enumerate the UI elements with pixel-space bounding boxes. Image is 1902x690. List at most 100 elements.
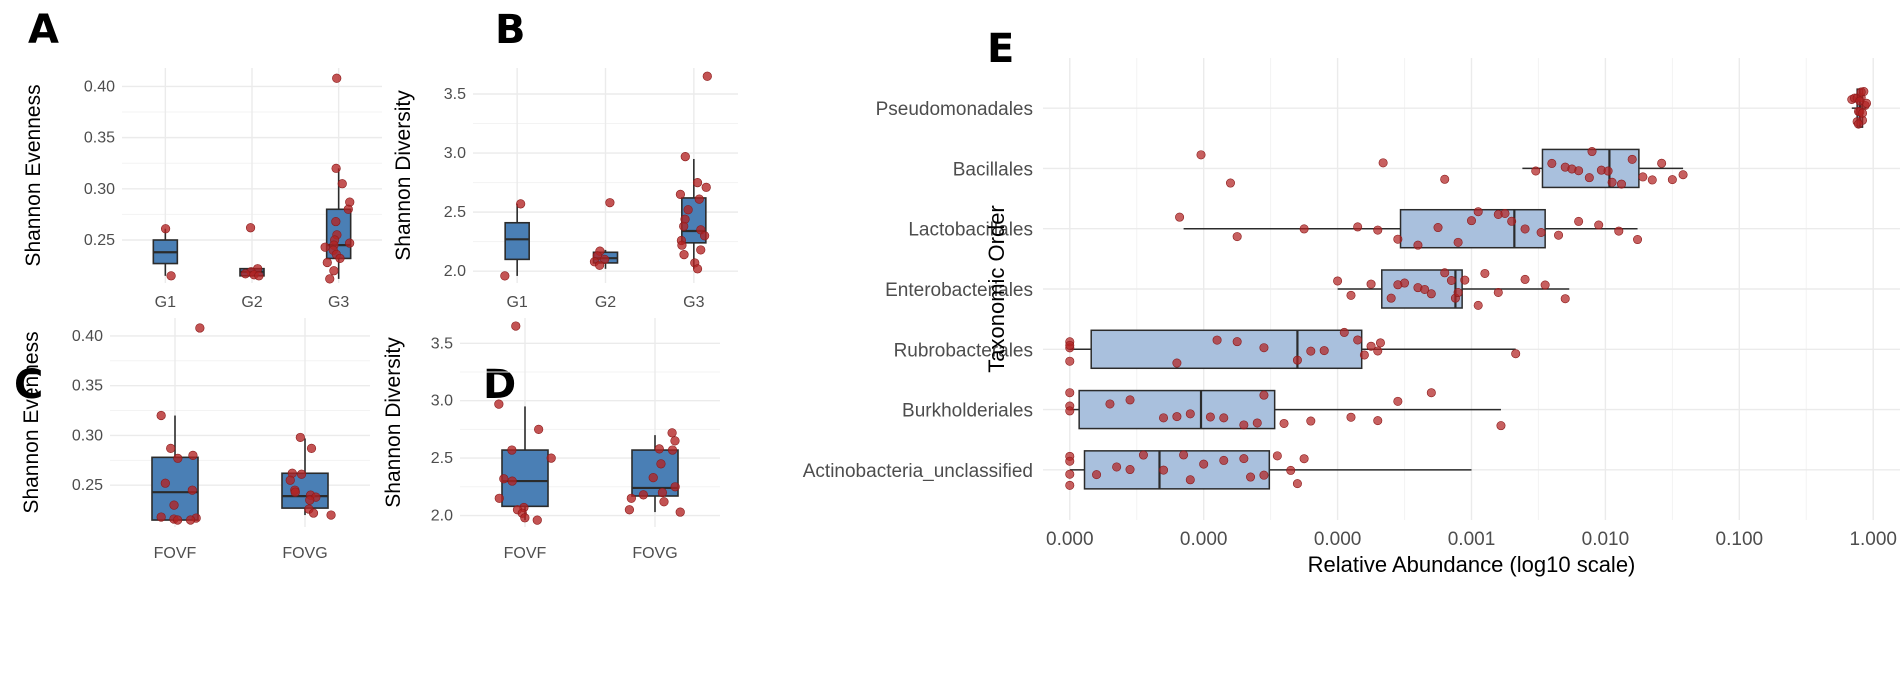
chart-a-ytick-label: 0.35 — [84, 130, 115, 147]
chart-a-data-point — [337, 179, 347, 189]
chart-d-data-point — [494, 399, 504, 409]
chart-b-data-point — [680, 151, 690, 162]
chart-d-ytick-label: 3.0 — [431, 393, 453, 410]
panel-label-e: E — [987, 26, 1014, 72]
chart-e-data-point — [1420, 284, 1430, 294]
chart-e-data-point — [1657, 158, 1667, 168]
chart-d-ylabel: Shannon Diversity — [382, 337, 405, 508]
chart-e-data-point — [1239, 454, 1249, 464]
chart-e-data-point — [1205, 412, 1215, 422]
chart-a-data-point — [329, 266, 339, 276]
chart-e-data-point — [1366, 279, 1376, 289]
chart-e-data-point — [1272, 451, 1282, 461]
chart-d-data-point — [520, 513, 530, 523]
chart-a-data-point — [345, 238, 355, 248]
chart-b-data-point — [605, 198, 615, 208]
chart-e-data-point — [1346, 290, 1356, 300]
chart-b-ytick-label: 2.0 — [444, 263, 466, 280]
chart-e-data-point — [1339, 327, 1349, 337]
chart-e-data-point — [1440, 268, 1450, 278]
chart-d-xtick-label: FOVF — [504, 545, 547, 562]
chart-d-data-point — [670, 436, 680, 446]
chart-a-ytick-label: 0.30 — [84, 181, 115, 198]
chart-e-xtick-label: 0.000 — [1314, 529, 1362, 550]
panel-label-c: C — [14, 362, 43, 408]
chart-d-data-point — [499, 474, 509, 484]
chart-e-ylabel: Taxonomic Order — [984, 205, 1009, 373]
chart-c-data-point — [188, 450, 198, 460]
chart-e-box — [1090, 329, 1363, 370]
chart-e-data-point — [1560, 294, 1570, 304]
chart-c-data-point — [296, 469, 307, 479]
chart-e-data-point — [1540, 280, 1550, 290]
chart-d-data-point — [656, 459, 666, 469]
chart-a-data-point — [245, 223, 256, 233]
chart-c-data-point — [169, 500, 179, 510]
chart-e-xtick-label: 0.010 — [1582, 529, 1630, 550]
chart-e-data-point — [1292, 355, 1302, 365]
chart-b-data-point — [677, 240, 687, 250]
chart-e-data-point — [1252, 418, 1262, 428]
chart-e-data-point — [1855, 96, 1865, 106]
chart-d-data-point — [507, 476, 517, 486]
chart-e-data-point — [1473, 207, 1483, 217]
chart-d-data-point — [667, 445, 678, 455]
chart-b-data-point — [696, 245, 706, 255]
chart-d-data-point — [624, 505, 635, 515]
chart-e-data-point — [1259, 390, 1269, 400]
chart-e-data-point — [1393, 280, 1403, 290]
chart-e-data-point — [1567, 164, 1577, 174]
chart-e-data-point — [1678, 170, 1688, 180]
chart-e-data-point — [1306, 416, 1316, 426]
chart-e-xtick-label: 0.001 — [1448, 529, 1496, 550]
chart-e-data-point — [1440, 174, 1450, 184]
chart-e-data-point — [1511, 349, 1521, 359]
chart-c-data-point — [187, 485, 197, 495]
chart-e-data-point — [1306, 346, 1316, 356]
chart-e-data-point — [1378, 158, 1388, 168]
chart-c-data-point — [295, 432, 305, 443]
chart-c-data-point — [160, 478, 170, 488]
chart-e-data-point — [1614, 226, 1624, 236]
chart-d-data-point — [638, 490, 648, 500]
chart-a-data-point — [320, 242, 330, 252]
chart-a-data-point — [254, 271, 264, 281]
chart-e-category-label: Rubrobacterales — [894, 340, 1033, 361]
chart-d-ytick-label: 3.5 — [431, 335, 453, 352]
chart-e-category-label: Pseudomonadales — [876, 99, 1033, 120]
chart-e-data-point — [1507, 216, 1517, 226]
chart-b-data-point — [516, 199, 526, 209]
chart-e-data-point — [1460, 275, 1470, 285]
chart-e-data-point — [1246, 472, 1256, 482]
chart-c-data-point — [308, 508, 319, 518]
chart-e-data-point — [1587, 147, 1597, 157]
chart-e-data-point — [1232, 337, 1242, 347]
chart-e-data-point — [1092, 470, 1102, 480]
chart-e-data-point — [1373, 225, 1383, 235]
chart-a-data-point — [343, 204, 353, 214]
chart-e-data-point — [1638, 172, 1648, 182]
chart-b-ytick-label: 3.0 — [444, 145, 466, 162]
chart-e-data-point — [1259, 470, 1269, 480]
chart-e-category-label: Enterobacteriales — [885, 280, 1033, 301]
chart-e-data-point — [1175, 212, 1185, 222]
chart-e-xtick-label: 0.000 — [1180, 529, 1228, 550]
chart-e-data-point — [1185, 409, 1195, 419]
chart-b-data-point — [600, 254, 610, 264]
chart-e-data-point — [1574, 216, 1584, 226]
chart-b-ylabel: Shannon Diversity — [392, 90, 415, 261]
chart-e-category-label: Actinobacteria_unclassified — [803, 461, 1033, 482]
chart-e-data-point — [1584, 173, 1594, 183]
chart-b-data-point — [594, 260, 605, 270]
chart-d-data-point — [657, 487, 667, 498]
chart-b: 2.0 2.5 3.0 3.5 Shannon Diversity G1 G2 G3 — [392, 68, 738, 311]
panel-label-a: A — [28, 7, 59, 53]
chart-e-data-point — [1353, 222, 1363, 232]
chart-b-data-point — [702, 71, 712, 81]
chart-a-data-point — [325, 274, 335, 284]
chart-e-data-point — [1375, 338, 1385, 348]
chart-e-data-point — [1065, 469, 1075, 479]
chart-e-xtick-label: 1.000 — [1849, 529, 1897, 550]
chart-e-data-point — [1520, 274, 1530, 284]
chart-a-data-point — [335, 253, 345, 264]
